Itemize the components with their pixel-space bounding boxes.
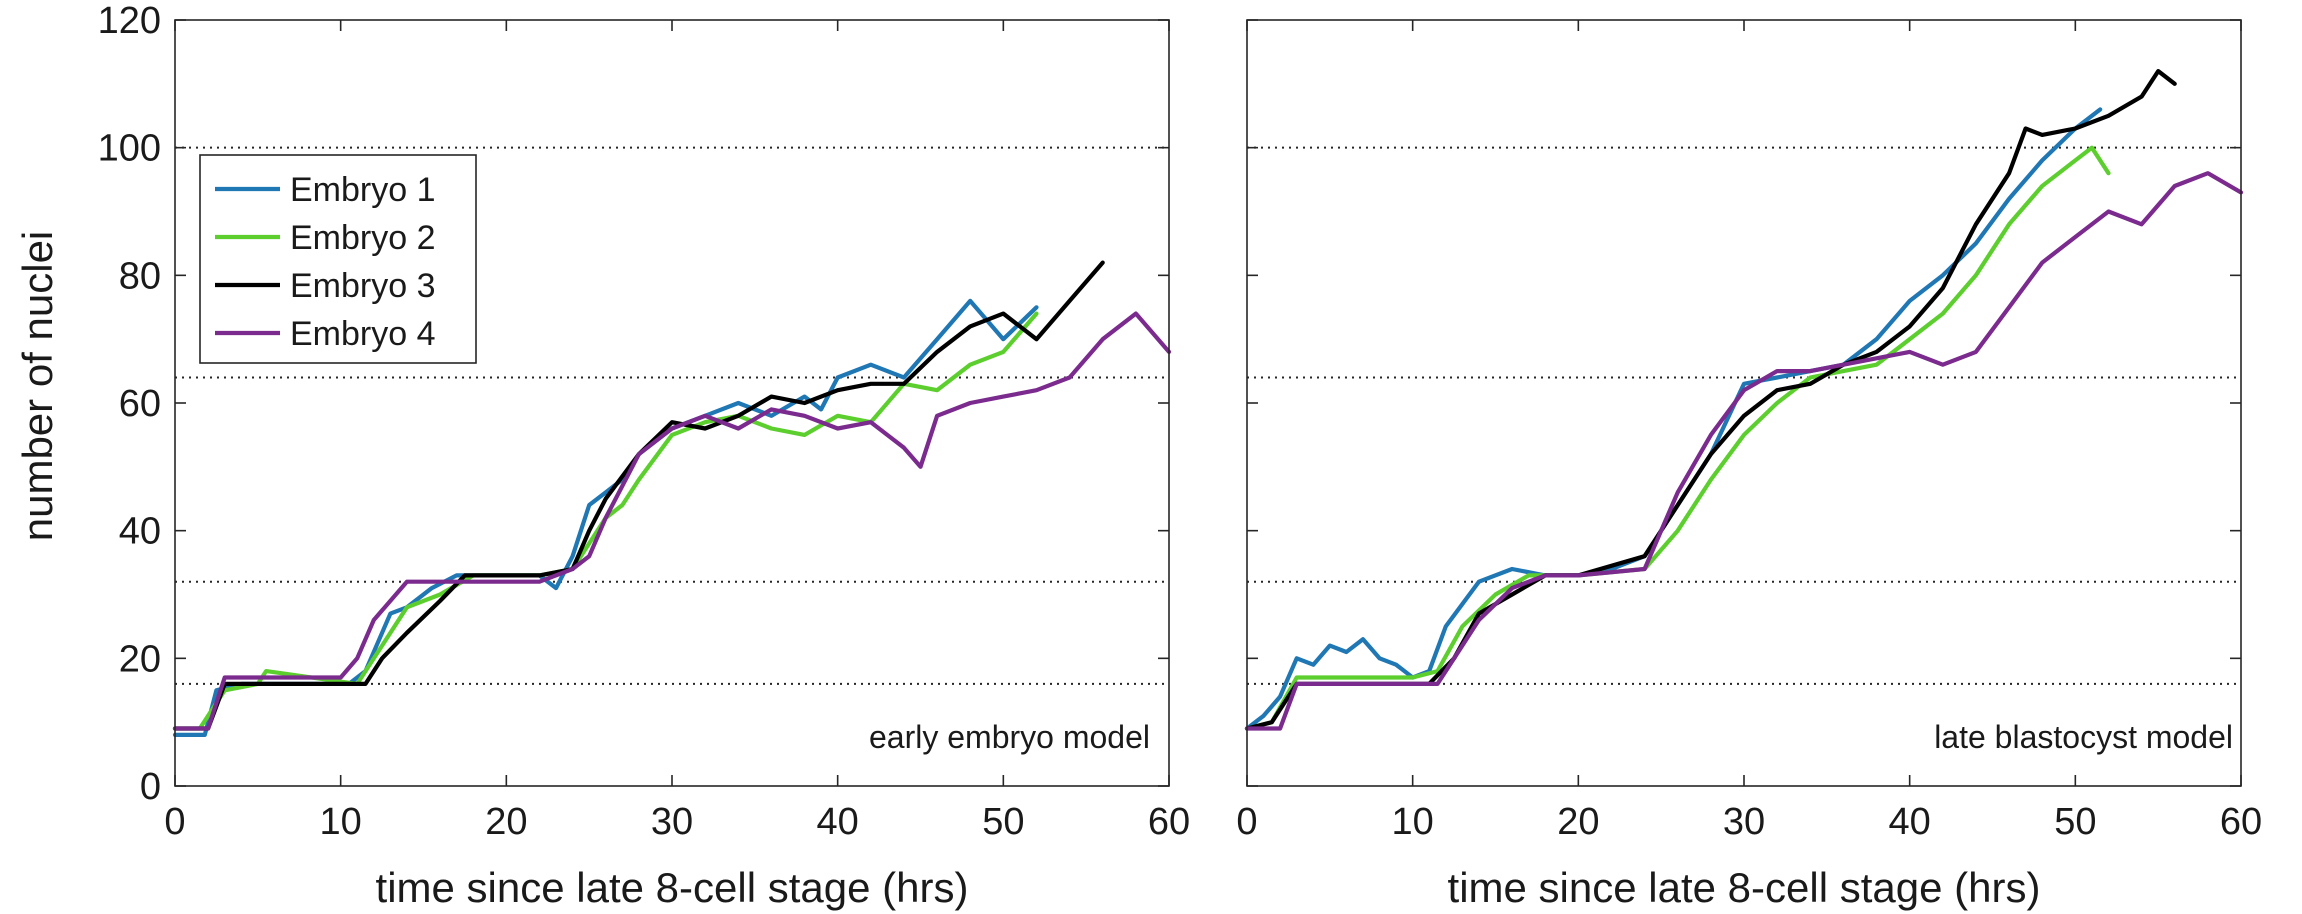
- legend-label-embryo-3: Embryo 3: [290, 267, 436, 305]
- x-tick-label-left-20: 20: [485, 801, 527, 843]
- x-tick-label-left-10: 10: [320, 801, 362, 843]
- x-tick-label-left-0: 0: [164, 801, 185, 843]
- y-tick-label-80: 80: [119, 255, 161, 297]
- series-line-embryo-1: [1244, 107, 2103, 731]
- y-tick-label-100: 100: [98, 128, 161, 170]
- x-tick-label-left-40: 40: [817, 801, 859, 843]
- legend-entry-embryo-2: Embryo 2: [215, 219, 436, 257]
- x-tick-label-left-50: 50: [982, 801, 1024, 843]
- annotation-early-embryo-model: early embryo model: [869, 719, 1150, 755]
- x-tick-label-right-50: 50: [2054, 801, 2096, 843]
- x-axis-label-right: time since late 8-cell stage (hrs): [1448, 864, 2041, 911]
- x-tick-label-right-0: 0: [1236, 801, 1257, 843]
- panel-late-blastocyst-model: 0 10 20 30 40 50 60: [1236, 19, 2262, 843]
- x-tick-label-right-10: 10: [1392, 801, 1434, 843]
- x-tick-label-left-30: 30: [651, 801, 693, 843]
- y-tick-label-0: 0: [140, 766, 161, 808]
- series-line-embryo-4: [172, 311, 1172, 731]
- y-tick-label-120: 120: [98, 0, 161, 42]
- y-tick-label-40: 40: [119, 511, 161, 553]
- legend-label-embryo-2: Embryo 2: [290, 219, 436, 257]
- legend: Embryo 1 Embryo 2 Embryo 3 Embryo 4: [199, 154, 477, 364]
- x-tick-label-right-20: 20: [1557, 801, 1599, 843]
- y-tick-label-20: 20: [119, 638, 161, 680]
- panel-early-embryo-model: 0 10 20 30 40 50 60 0 20 40 60 80 100 120: [98, 0, 1191, 843]
- annotation-late-blastocyst-model: late blastocyst model: [1934, 719, 2233, 755]
- x-axis-label-left: time since late 8-cell stage (hrs): [376, 864, 969, 911]
- legend-label-embryo-4: Embryo 4: [290, 315, 436, 353]
- x-tick-label-left-60: 60: [1148, 801, 1190, 843]
- y-tick-label-60: 60: [119, 383, 161, 425]
- series-line-embryo-2: [1244, 145, 2111, 731]
- legend-entry-embryo-1: Embryo 1: [215, 171, 436, 209]
- legend-entry-embryo-3: Embryo 3: [215, 267, 436, 305]
- plot-frame-left: [174, 19, 1170, 787]
- series-line-embryo-3: [172, 260, 1105, 731]
- series-line-embryo-4: [1244, 171, 2244, 731]
- x-tick-label-right-30: 30: [1723, 801, 1765, 843]
- plot-frame-right: [1246, 19, 2242, 787]
- y-axis-label: number of nuclei: [14, 231, 61, 542]
- legend-label-embryo-1: Embryo 1: [290, 171, 436, 209]
- x-tick-label-right-60: 60: [2220, 801, 2262, 843]
- x-tick-label-right-40: 40: [1889, 801, 1931, 843]
- legend-entry-embryo-4: Embryo 4: [215, 315, 436, 353]
